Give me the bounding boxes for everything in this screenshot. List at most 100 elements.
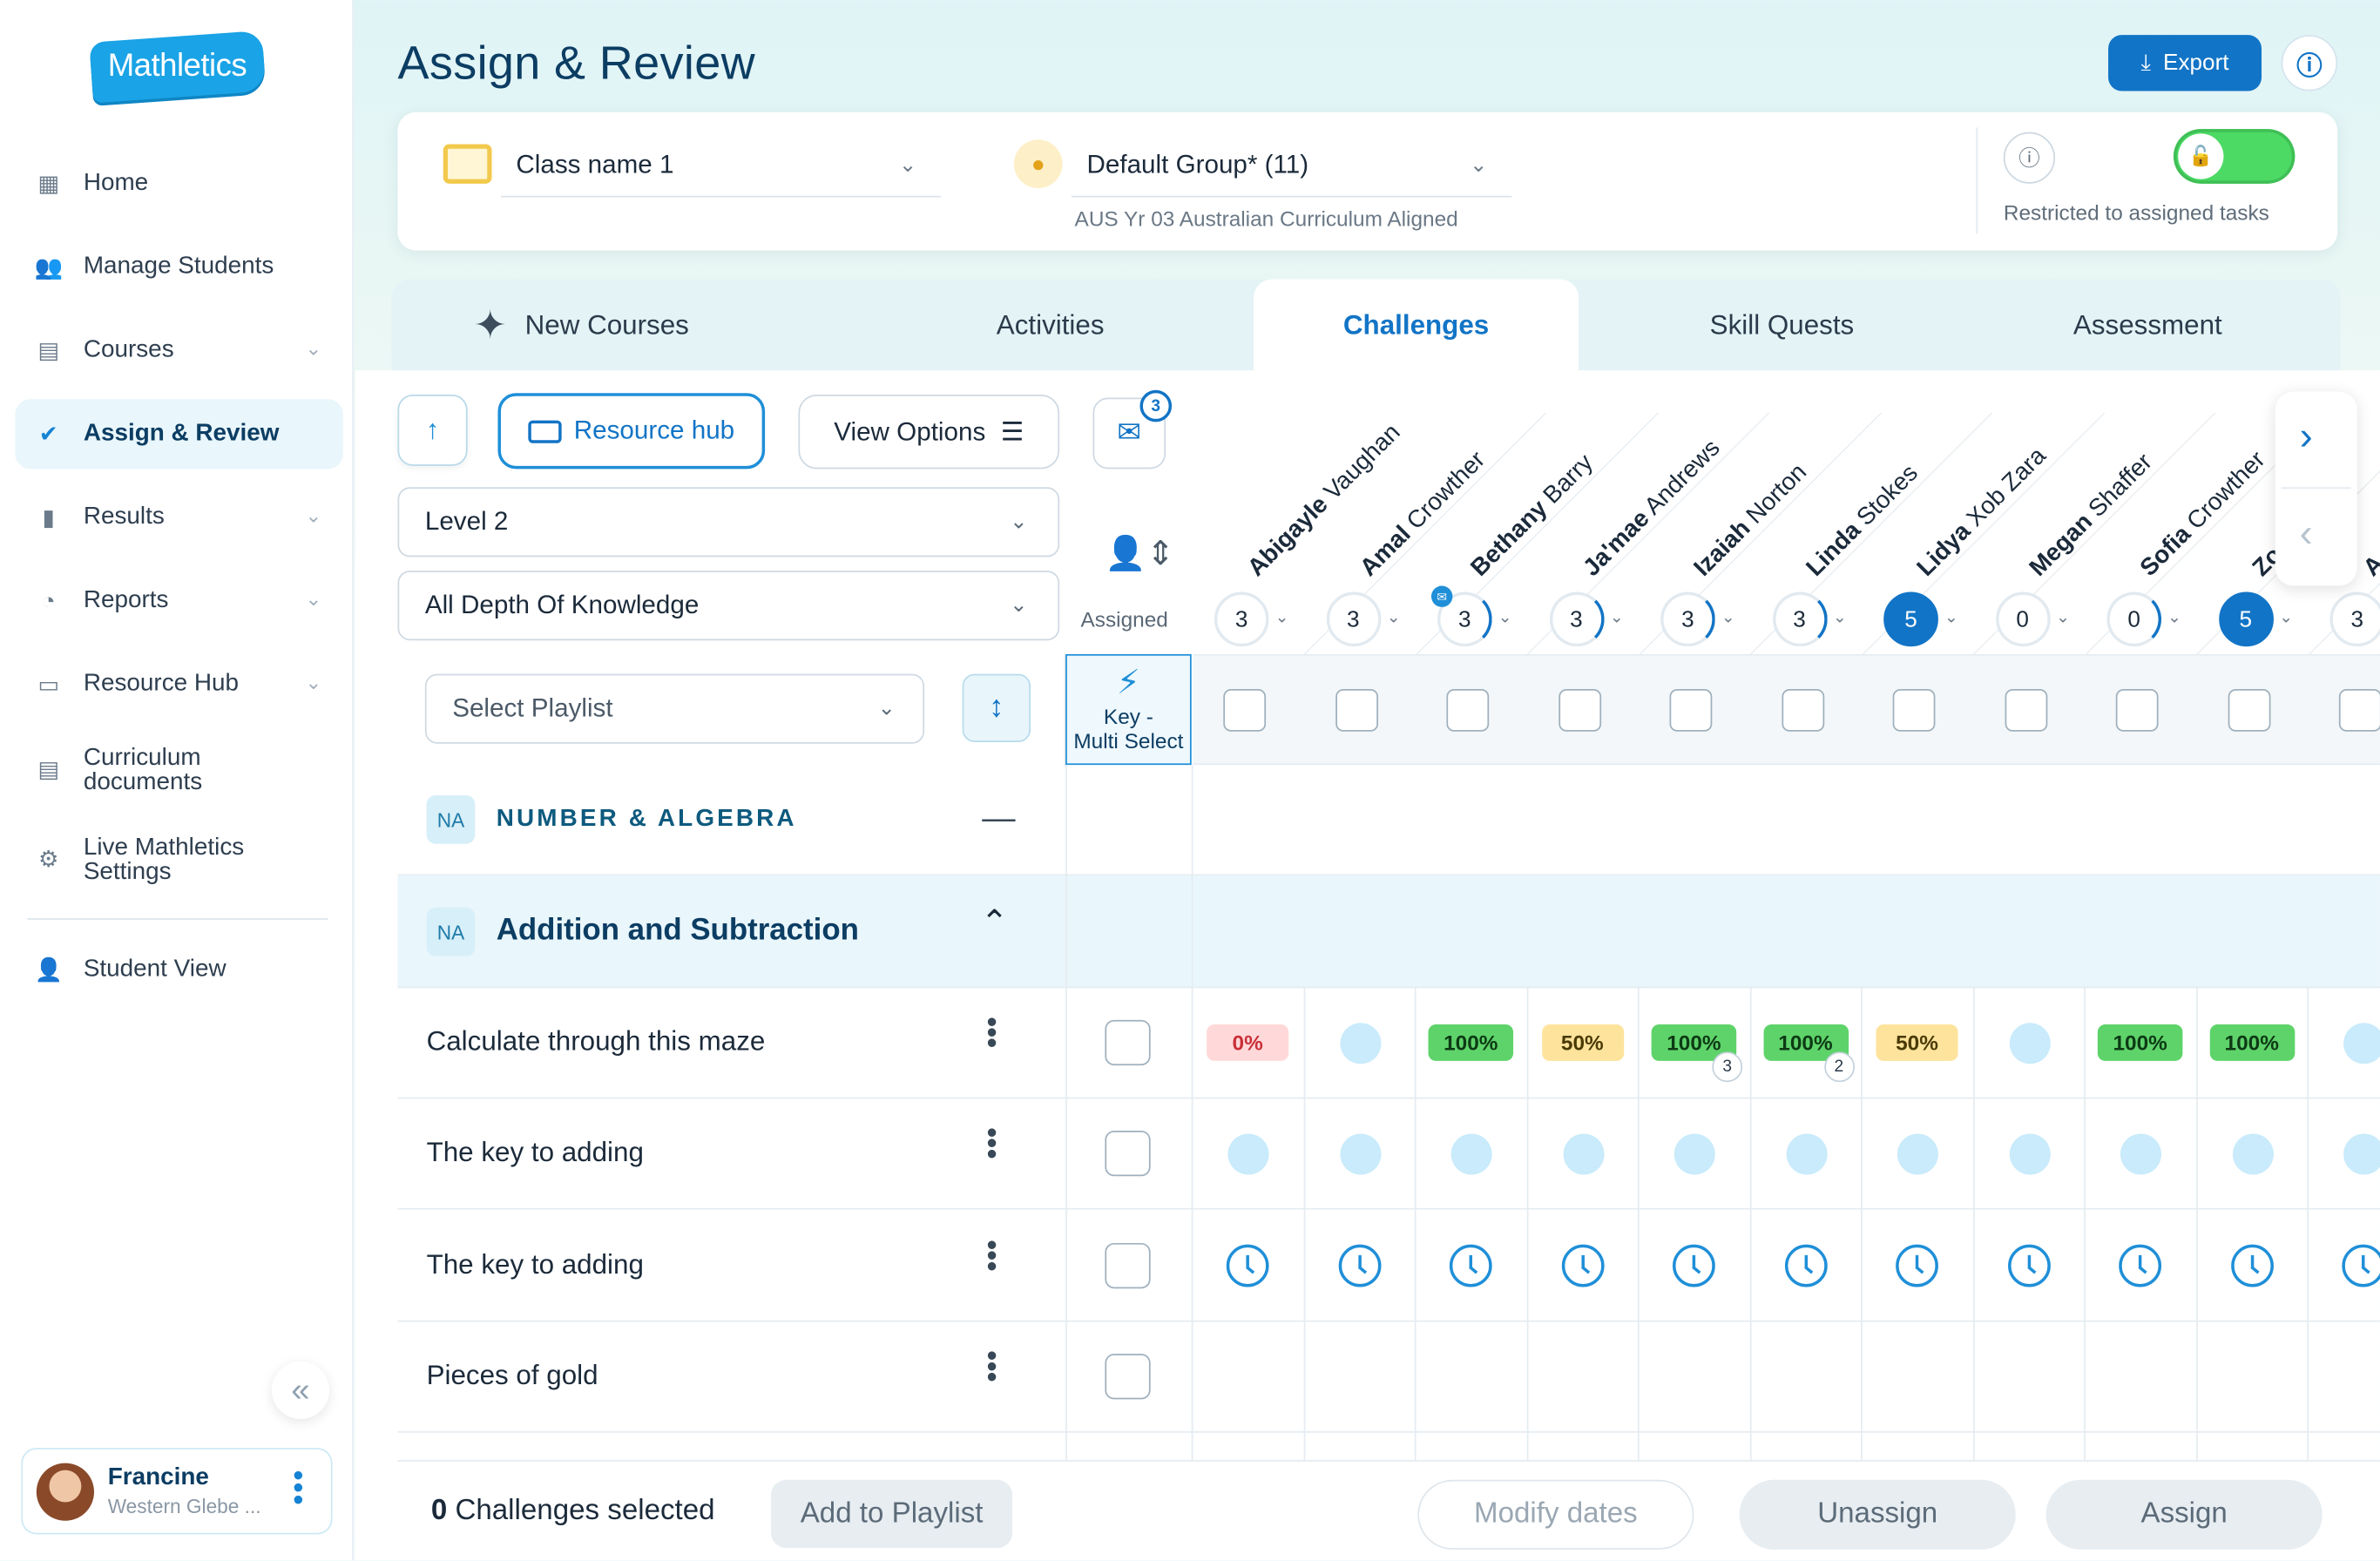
chevron-down-icon[interactable]: ⌄ <box>1609 608 1624 627</box>
student-select-checkbox[interactable] <box>2338 689 2380 732</box>
challenge-select-checkbox[interactable] <box>1105 1354 1151 1400</box>
student-select-checkbox[interactable] <box>2115 689 2159 732</box>
sort-assigned-button[interactable]: 👤⇕ <box>1105 534 1174 573</box>
student-select-checkbox[interactable] <box>1335 689 1378 732</box>
tab-assessment[interactable]: Assessment <box>1985 280 2310 371</box>
tab-challenges[interactable]: Challenges <box>1254 279 1579 371</box>
chevron-left-icon[interactable]: ‹ <box>2299 510 2313 556</box>
clock-icon[interactable] <box>1449 1244 1492 1287</box>
assigned-dot[interactable] <box>1562 1133 1604 1175</box>
student-select-checkbox[interactable] <box>1669 689 1713 732</box>
mathletics-logo[interactable]: Mathletics <box>89 30 267 104</box>
sidebar-item-student-view[interactable]: 👤 Student View <box>15 935 342 1004</box>
student-assigned-count[interactable]: 3 <box>1549 591 1604 647</box>
more-vertical-icon[interactable]: • • • <box>986 1006 997 1061</box>
assigned-dot[interactable] <box>1450 1133 1492 1175</box>
assign-button[interactable]: Assign <box>2045 1479 2323 1550</box>
student-assigned-count[interactable]: 3 <box>1437 591 1492 647</box>
assigned-dot[interactable] <box>2343 1133 2380 1175</box>
chevron-right-icon[interactable]: › <box>2299 412 2313 459</box>
score-chip[interactable]: 100% <box>1428 1024 1514 1061</box>
student-name[interactable]: A <box>2359 551 2380 583</box>
restrict-toggle[interactable]: 🔓 <box>2173 129 2295 184</box>
user-card[interactable]: Francine Western Glebe ... • • • <box>21 1448 333 1535</box>
assigned-dot[interactable] <box>1897 1133 1938 1175</box>
student-select-checkbox[interactable] <box>2004 689 2047 732</box>
strand-row[interactable]: NA NUMBER & ALGEBRA — <box>397 765 2380 876</box>
restrict-info-button[interactable]: ⓘ <box>2003 132 2056 184</box>
chevron-down-icon[interactable]: ⌄ <box>1275 608 1289 627</box>
student-select-checkbox[interactable] <box>1223 689 1267 732</box>
group-select[interactable]: Default Group* (11) ⌄ <box>1072 137 1512 198</box>
sidebar-item-live-mathletics-settings[interactable]: ⚙ Live Mathletics Settings <box>15 822 342 898</box>
score-chip[interactable]: 100% <box>2097 1024 2183 1061</box>
tab-skill-quests[interactable]: Skill Quests <box>1619 280 1944 371</box>
score-chip[interactable]: 0% <box>1207 1024 1289 1061</box>
student-select-checkbox[interactable] <box>1892 689 1936 732</box>
student-select-checkbox[interactable] <box>2227 689 2270 732</box>
student-select-checkbox[interactable] <box>1781 689 1824 732</box>
clock-icon[interactable] <box>1337 1244 1381 1287</box>
sidebar-item-resource-hub[interactable]: ▭ Resource Hub ⌄ <box>15 650 342 720</box>
student-assigned-count[interactable]: 3 <box>1660 591 1715 647</box>
clock-icon[interactable] <box>1226 1244 1269 1287</box>
assigned-dot[interactable] <box>2232 1133 2274 1175</box>
depth-select[interactable]: All Depth Of Knowledge ⌄ <box>397 571 1060 641</box>
unassign-button[interactable]: Unassign <box>1739 1479 2016 1550</box>
export-button[interactable]: ⤓ Export <box>2108 35 2262 91</box>
modify-dates-button[interactable]: Modify dates <box>1417 1479 1694 1550</box>
chevron-down-icon[interactable]: ⌄ <box>1944 608 1958 627</box>
student-assigned-count[interactable]: 0 <box>1995 591 2050 647</box>
student-select-checkbox[interactable] <box>1558 689 1601 732</box>
chevron-down-icon[interactable]: ⌄ <box>1832 608 1847 627</box>
student-assigned-count[interactable]: 3 <box>1772 591 1827 647</box>
collapse-minus-icon[interactable]: — <box>982 798 1016 837</box>
student-name[interactable]: Izaiah Norton <box>1690 459 1814 583</box>
chevron-down-icon[interactable]: ⌄ <box>1721 608 1735 627</box>
chevron-down-icon[interactable]: ⌄ <box>2167 608 2182 627</box>
sidebar-item-home[interactable]: ▦ Home <box>15 149 342 219</box>
challenge-row[interactable]: The key to adding • • • <box>397 1211 2380 1322</box>
score-chip[interactable]: 100% <box>1651 1024 1737 1061</box>
tab-new-courses[interactable]: ✦ New Courses <box>392 280 772 371</box>
challenge-select-checkbox[interactable] <box>1105 1019 1151 1066</box>
chevron-down-icon[interactable]: ⌄ <box>2055 608 2071 627</box>
score-chip[interactable]: 50% <box>1876 1024 1958 1061</box>
add-to-playlist-button[interactable]: Add to Playlist <box>771 1479 1013 1549</box>
more-vertical-icon[interactable]: • • • <box>986 1229 997 1284</box>
student-select-checkbox[interactable] <box>1446 689 1490 732</box>
more-vertical-icon[interactable]: • • • <box>293 1460 304 1518</box>
assigned-dot[interactable] <box>2120 1133 2162 1175</box>
more-vertical-icon[interactable]: • • • <box>986 1340 997 1395</box>
sidebar-item-assign-review[interactable]: ✔ Assign & Review <box>15 399 343 470</box>
playlist-select[interactable]: Select Playlist ⌄ <box>424 673 925 744</box>
score-chip[interactable]: 50% <box>1541 1024 1624 1061</box>
collapse-sidebar-button[interactable]: « <box>271 1361 330 1420</box>
clock-icon[interactable] <box>2342 1244 2380 1287</box>
assigned-dot[interactable] <box>2343 1023 2380 1064</box>
resource-hub-button[interactable]: Resource hub <box>497 393 766 470</box>
clock-icon[interactable] <box>1784 1244 1827 1287</box>
challenge-select-checkbox[interactable] <box>1105 1131 1151 1177</box>
challenge-select-checkbox[interactable] <box>1105 1242 1151 1289</box>
chevron-up-icon[interactable]: ⌃ <box>980 902 1009 942</box>
info-button[interactable]: ⓘ <box>2281 35 2338 91</box>
chevron-down-icon[interactable]: ⌄ <box>1498 608 1512 627</box>
clock-icon[interactable] <box>1896 1244 1938 1287</box>
sidebar-item-manage-students[interactable]: 👥 Manage Students <box>15 233 342 302</box>
sidebar-item-results[interactable]: ▮ Results ⌄ <box>15 483 342 552</box>
topic-row[interactable]: NA Addition and Subtraction ⌃ <box>397 875 2380 989</box>
view-options-button[interactable]: View Options ☰ <box>798 394 1060 470</box>
assigned-dot[interactable] <box>2008 1023 2050 1064</box>
student-assigned-count[interactable]: 5 <box>2218 591 2274 647</box>
chevron-down-icon[interactable]: ⌄ <box>2279 608 2294 627</box>
level-select[interactable]: Level 2 ⌄ <box>397 487 1060 558</box>
challenge-row[interactable]: Calculate through this maze • • • 0% 100% 50% 1… <box>397 988 2380 1099</box>
student-assigned-count[interactable]: 3 <box>2329 591 2380 647</box>
key-multi-select-button[interactable]: ⚡ Key - Multi Select <box>1065 653 1192 766</box>
score-chip[interactable]: 100% <box>2208 1024 2295 1061</box>
expand-collapse-button[interactable]: ↕ <box>962 673 1031 742</box>
assigned-dot[interactable] <box>2008 1133 2050 1175</box>
clock-icon[interactable] <box>2230 1244 2274 1287</box>
sidebar-item-reports[interactable]: ◔ Reports ⌄ <box>15 566 342 636</box>
